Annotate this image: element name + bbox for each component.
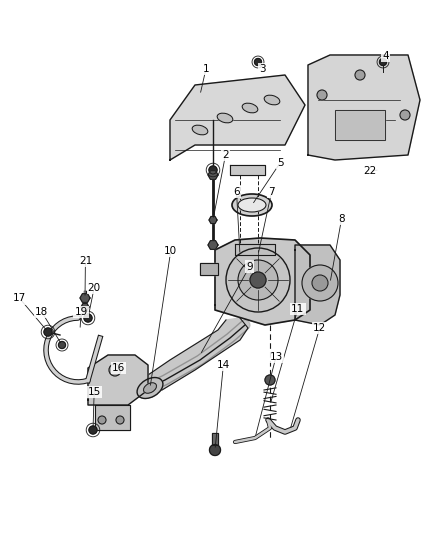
Text: 9: 9 [246, 262, 253, 271]
Circle shape [254, 59, 261, 66]
Text: 2: 2 [222, 150, 229, 159]
Bar [335, 110, 385, 140]
Bar [200, 263, 218, 275]
Polygon shape [230, 165, 265, 175]
Circle shape [265, 375, 275, 385]
Text: 21: 21 [79, 256, 92, 266]
Circle shape [238, 260, 278, 300]
Polygon shape [88, 355, 148, 405]
Text: 18: 18 [35, 307, 48, 317]
Bar [212, 433, 218, 445]
Bar [335, 110, 385, 140]
Ellipse shape [192, 125, 208, 135]
Text: 20: 20 [88, 283, 101, 293]
Ellipse shape [144, 383, 156, 393]
Text: 13: 13 [269, 352, 283, 362]
Polygon shape [215, 238, 310, 325]
Text: 7: 7 [268, 187, 275, 197]
Text: 3: 3 [259, 64, 266, 74]
Text: 22: 22 [364, 166, 377, 175]
Polygon shape [80, 294, 90, 302]
Text: 17: 17 [13, 294, 26, 303]
Text: 1: 1 [202, 64, 209, 74]
Bar [200, 263, 218, 275]
Polygon shape [81, 303, 89, 310]
Circle shape [116, 416, 124, 424]
Circle shape [400, 110, 410, 120]
Text: 19: 19 [74, 307, 88, 317]
Ellipse shape [264, 95, 280, 105]
Ellipse shape [232, 194, 272, 216]
Polygon shape [209, 216, 217, 223]
Polygon shape [295, 245, 340, 325]
Text: 8: 8 [338, 214, 345, 223]
Circle shape [89, 426, 97, 434]
Circle shape [109, 364, 121, 376]
Bar [212, 433, 218, 445]
Polygon shape [235, 244, 275, 255]
Ellipse shape [137, 377, 163, 399]
Circle shape [44, 328, 52, 336]
Circle shape [209, 445, 220, 456]
Circle shape [379, 59, 386, 66]
Ellipse shape [242, 103, 258, 113]
Ellipse shape [238, 198, 266, 212]
Circle shape [226, 248, 290, 312]
Text: 12: 12 [313, 323, 326, 333]
Circle shape [209, 166, 217, 174]
Text: 6: 6 [233, 187, 240, 197]
Circle shape [98, 416, 106, 424]
Circle shape [355, 70, 365, 80]
Text: 16: 16 [112, 363, 125, 373]
Polygon shape [170, 75, 305, 160]
Text: 4: 4 [382, 51, 389, 61]
Text: 14: 14 [217, 360, 230, 370]
Circle shape [84, 314, 92, 322]
Polygon shape [208, 171, 218, 179]
Circle shape [312, 275, 328, 291]
Circle shape [250, 272, 266, 288]
Circle shape [59, 342, 66, 349]
Circle shape [317, 90, 327, 100]
Text: 5: 5 [277, 158, 284, 167]
Text: 10: 10 [164, 246, 177, 255]
Text: 15: 15 [88, 387, 101, 397]
Circle shape [302, 265, 338, 301]
Text: 11: 11 [291, 304, 304, 314]
Polygon shape [145, 318, 248, 395]
Polygon shape [95, 405, 130, 430]
Polygon shape [308, 55, 420, 160]
Ellipse shape [217, 113, 233, 123]
Polygon shape [208, 241, 218, 249]
